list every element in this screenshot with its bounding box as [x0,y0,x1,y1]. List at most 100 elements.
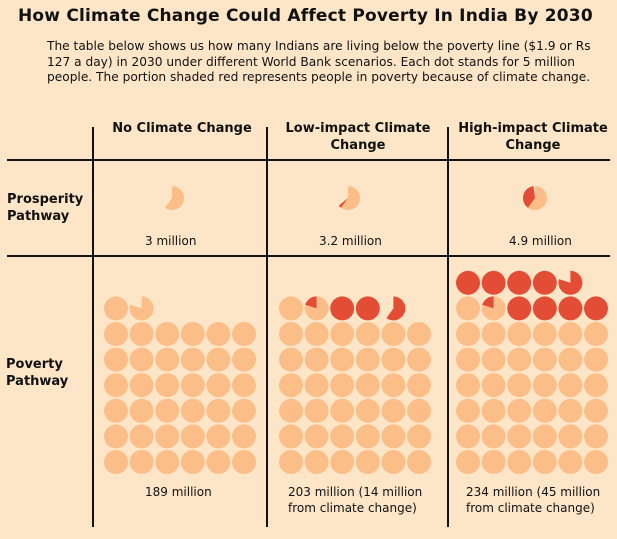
poverty-dot [558,322,583,346]
dot-base-portion [129,398,154,423]
dot-climate-portion [305,296,317,309]
dot-base-portion [180,347,205,372]
poverty-dot [355,424,380,449]
caption-prosperity-high-impact: 4.9 million [509,234,572,248]
dot-base-portion [206,373,231,398]
poverty-dot [584,373,608,398]
dot-base-portion [330,373,355,398]
dot-base-portion [279,296,303,321]
dot-base-portion [180,322,205,346]
dot-base-portion [304,347,329,372]
poverty-dot [507,347,532,372]
poverty-dot [304,398,329,423]
dot-base-portion [507,373,532,398]
column-header-no-climate-change: No Climate Change [112,121,252,136]
poverty-dot [584,450,608,474]
dot-base-portion [381,373,406,398]
dot-climate-portion [481,270,506,295]
poverty-dot [206,398,231,423]
dot-base-portion [206,424,231,449]
poverty-dot [532,322,557,346]
dot-base-portion [330,347,355,372]
poverty-dot [155,424,180,449]
poverty-dot [407,398,431,423]
poverty-dot [206,424,231,449]
dot-base-portion [456,424,480,449]
caption-poverty-no-climate: 189 million [145,485,212,499]
poverty-dot [104,296,128,321]
dot-base-portion [304,322,329,346]
dot-base-portion [104,424,128,449]
dot-base-portion [206,347,231,372]
dot-base-portion [355,398,380,423]
poverty-dot [279,373,303,398]
poverty-dot [481,347,506,372]
poverty-dot [129,322,154,346]
poverty-dot [129,424,154,449]
poverty-dot [507,398,532,423]
poverty-dot [532,450,557,474]
dot-base-portion [381,424,406,449]
poverty-dot [507,450,532,474]
poverty-dot [584,347,608,372]
poverty-dot [381,347,406,372]
poverty-dot [180,373,205,398]
dot-base-portion [532,450,557,474]
row-header-poverty: Poverty Pathway [6,357,69,389]
dot-base-portion [180,424,205,449]
poverty-dot [532,296,557,321]
poverty-dot [532,270,557,295]
dot-climate-portion [482,296,494,309]
caption-poverty-high-impact: 234 million (45 million from climate cha… [466,485,601,515]
poverty-dot [355,398,380,423]
dot-base-portion [481,296,506,321]
poverty-dot [330,398,355,423]
poverty-dot [407,347,431,372]
poverty-dot [456,347,480,372]
dot-base-portion [532,322,557,346]
poverty-dot [155,450,180,474]
dot-base-portion [381,347,406,372]
dot-climate-portion [523,186,535,208]
dot-base-portion [304,296,329,321]
poverty-dot [558,270,583,295]
dot-base-portion [232,398,256,423]
dot-climate-portion [532,270,557,295]
poverty-dot [381,424,406,449]
dot-base-portion [155,322,180,346]
dot-climate-portion [330,296,355,321]
poverty-dot [407,424,431,449]
prosperity-dot [523,186,548,210]
poverty-dot [355,347,380,372]
poverty-dot [129,450,154,474]
dot-base-portion [180,398,205,423]
poverty-dot [279,322,303,346]
poverty-dot [507,322,532,346]
dot-base-portion [304,450,329,474]
poverty-dot [532,347,557,372]
dot-base-portion [381,398,406,423]
poverty-dot [104,450,128,474]
prosperity-dot [338,186,360,211]
dot-base-portion [279,398,303,423]
poverty-dot [330,347,355,372]
poverty-dot [180,450,205,474]
poverty-dot [104,424,128,449]
dot-base-portion [507,450,532,474]
dot-base-portion [129,347,154,372]
column-header-low-impact: Low-impact Climate Change [285,121,431,153]
dot-base-portion [304,373,329,398]
chart-subtitle: The table below shows us how many Indian… [47,39,591,84]
dot-base-portion [104,322,128,346]
poverty-dot [104,398,128,423]
poverty-dot [279,424,303,449]
dot-base-portion [104,347,128,372]
poverty-dot [129,296,154,321]
dot-base-portion [584,450,608,474]
poverty-dot [532,424,557,449]
poverty-dot [456,373,480,398]
poverty-dot [279,450,303,474]
dot-base-portion [527,186,548,210]
dot-base-portion [104,398,128,423]
